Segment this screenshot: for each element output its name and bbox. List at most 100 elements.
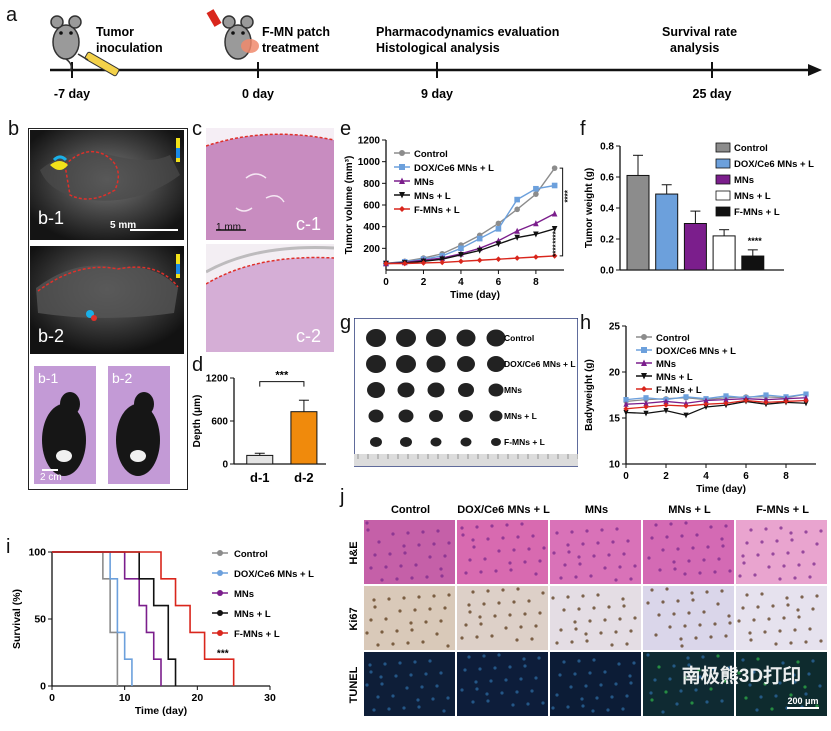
cell-nucleus: [629, 681, 633, 685]
cell-nucleus: [610, 643, 614, 647]
survival-curve: [52, 551, 162, 686]
cell-nucleus: [467, 603, 471, 607]
significance-label: ****: [564, 189, 573, 202]
cell-nucleus: [815, 704, 819, 708]
data-point: [495, 226, 502, 232]
cell-nucleus: [416, 698, 420, 702]
cell-nucleus: [486, 537, 490, 541]
cell-nucleus: [706, 545, 710, 549]
survival-curve: [52, 551, 177, 686]
cell-nucleus: [504, 678, 508, 682]
cell-nucleus: [460, 688, 464, 692]
cell-nucleus: [443, 606, 447, 610]
data-point: [803, 394, 809, 401]
mouse-icon: [222, 15, 259, 60]
watermark: 南极熊3D打印: [682, 664, 801, 687]
cell-nucleus: [745, 541, 749, 545]
cell-nucleus: [365, 631, 369, 635]
data-point: [703, 404, 709, 411]
legend-label: DOX/Ce6 MNs + L: [656, 346, 736, 357]
cell-nucleus: [812, 562, 816, 566]
timeline-label-line1: Tumor: [96, 25, 134, 39]
cell-nucleus: [774, 642, 778, 646]
tumor-specimen: [366, 355, 386, 373]
cell-nucleus: [709, 635, 713, 639]
cell-nucleus: [446, 644, 450, 648]
cell-nucleus: [387, 707, 391, 711]
cell-nucleus: [531, 534, 535, 538]
cell-nucleus: [665, 587, 669, 591]
data-point: [439, 259, 446, 266]
data-point: [458, 258, 464, 265]
data-point: [643, 410, 649, 417]
cell-nucleus: [424, 620, 428, 624]
cell-nucleus: [775, 539, 779, 543]
cell-nucleus: [646, 653, 650, 657]
cell-nucleus: [475, 635, 479, 639]
cell-nucleus: [551, 596, 555, 600]
cell-nucleus: [599, 631, 603, 635]
cell-nucleus: [701, 655, 705, 659]
cell-nucleus: [789, 693, 793, 697]
cell-nucleus: [447, 541, 451, 545]
laser-icon: [206, 9, 222, 27]
cell-nucleus: [797, 563, 801, 567]
cell-nucleus: [819, 639, 823, 643]
chart-f: 0.0 0.2 0.4 0.6 0.8 Tumor weight (g) **** Contr…: [584, 142, 814, 277]
x-tick-label: 8: [533, 277, 539, 288]
cell-nucleus: [650, 536, 654, 540]
cell-nucleus: [526, 702, 530, 706]
cell-nucleus: [672, 664, 676, 668]
y-tick-label: 0: [222, 460, 228, 471]
cell-nucleus: [771, 604, 775, 608]
cell-nucleus: [500, 691, 504, 695]
cell-nucleus: [577, 555, 581, 559]
series-line: [625, 393, 807, 401]
y-tick-label: 50: [34, 614, 46, 626]
cell-nucleus: [737, 619, 741, 623]
cell-nucleus: [709, 525, 713, 529]
cell-nucleus: [373, 553, 377, 557]
cell-nucleus: [778, 629, 782, 633]
cell-nucleus: [647, 556, 651, 560]
legend-swatch: [715, 174, 731, 185]
cell-nucleus: [573, 620, 577, 624]
cell-nucleus: [606, 708, 610, 712]
series-line: [385, 213, 555, 265]
y-tick-label: 800: [363, 179, 380, 190]
cell-nucleus: [786, 603, 790, 607]
cell-nucleus: [478, 615, 482, 619]
significance-label: ***: [275, 370, 289, 382]
timeline-day-label: -7 day: [54, 87, 90, 101]
cell-nucleus: [428, 555, 432, 559]
cell-nucleus: [617, 662, 621, 666]
histology-image-c2: [206, 244, 334, 352]
cell-nucleus: [614, 682, 618, 686]
legend-label: MNs + L: [656, 372, 693, 383]
cell-nucleus: [672, 560, 676, 564]
cell-nucleus: [672, 612, 676, 616]
legend-label: DOX/Ce6 MNs + L: [414, 163, 494, 174]
cell-nucleus: [512, 548, 516, 552]
x-tick-label: 4: [458, 277, 464, 288]
tumor-specimen: [370, 437, 382, 447]
cell-nucleus: [372, 598, 376, 602]
photo-label-b2: b-2: [112, 370, 133, 386]
data-point: [383, 260, 389, 267]
panel-label-h: h: [580, 312, 592, 334]
cell-nucleus: [567, 550, 571, 554]
data-point: [399, 192, 405, 199]
panel-label-b: b: [8, 118, 20, 140]
cell-nucleus: [581, 594, 585, 598]
legend-marker: [217, 590, 223, 596]
cell-nucleus: [595, 696, 599, 700]
legend-label: Control: [234, 549, 268, 560]
timeline-label-line2: Histological analysis: [376, 41, 500, 55]
cell-nucleus: [493, 666, 497, 670]
data-point: [514, 196, 520, 203]
data-point: [551, 253, 558, 259]
x-tick-label: 8: [783, 471, 789, 482]
cell-nucleus: [585, 639, 589, 643]
y-tick-label: 0.4: [600, 204, 614, 215]
data-point: [420, 260, 427, 266]
